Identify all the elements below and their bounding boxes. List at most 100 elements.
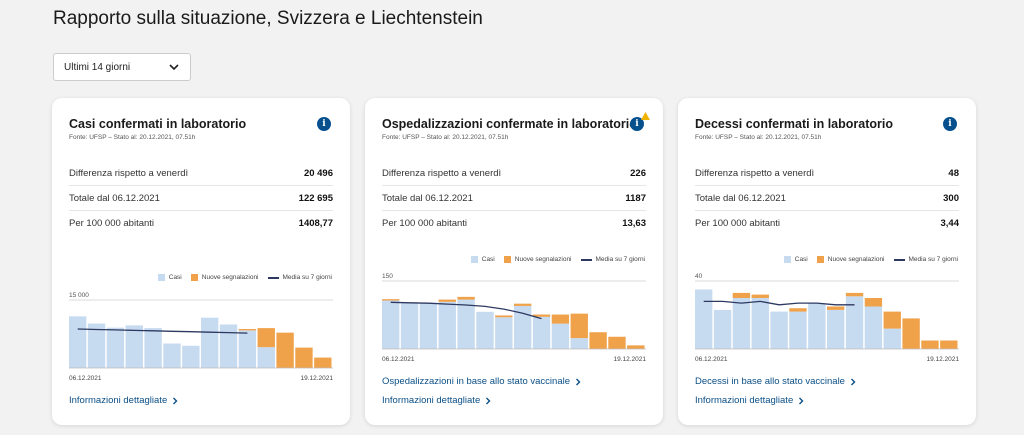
stat-row: Per 100 000 abitanti 1408,77 [69,211,333,236]
stat-label: Differenza rispetto a venerdì [695,167,815,179]
info-icon[interactable]: i [630,117,644,131]
detailed-info-link[interactable]: Informazioni dettagliate [69,395,179,406]
bar-new-reports [295,347,313,368]
stat-value: 48 [948,167,959,179]
legend-item-cases: Casi [157,274,182,281]
chevron-down-icon [169,64,179,71]
bar-cases [219,324,238,368]
bar-cases [382,300,400,349]
legend-swatch [190,274,198,281]
bar-cases [827,309,845,349]
bar-cases [476,311,494,349]
link-label: Ospedalizzazioni in base allo stato vacc… [382,376,570,387]
chart-svg: 150 06.12.2021 19.12.2021 [382,273,646,363]
bar-cases [845,296,864,349]
legend-swatch [580,258,592,261]
bar-cases [695,289,713,349]
legend-swatch [267,276,279,279]
bar-cases [106,327,125,368]
stat-value: 226 [630,167,646,179]
bar-new-reports [864,298,883,307]
stat-row: Differenza rispetto a venerdì 20 496 [69,161,333,186]
card-title: Ospedalizzazioni confermate in laborator… [382,117,637,131]
card-source: Fonte: UFSP – Stato al: 20.12.2021, 07.5… [695,134,822,141]
detailed-info-link[interactable]: Informazioni dettagliate [695,395,805,406]
chart: 40 06.12.2021 19.12.2021 [695,271,959,367]
vaccination-status-link[interactable]: Decessi in base allo stato vaccinale [695,376,857,387]
stat-label: Totale dal 06.12.2021 [69,192,160,204]
legend-item-avg: Media su 7 giorni [580,256,645,263]
card-source: Fonte: UFSP – Stato al: 20.12.2021, 07.5… [382,134,509,141]
bar-new-reports [827,306,845,310]
stat-value: 1408,77 [298,218,333,229]
bar-new-reports [589,332,607,349]
page-title: Rapporto sulla situazione, Svizzera e Li… [53,8,483,29]
stat-value: 122 695 [298,192,333,204]
legend-label: Casi [481,256,495,263]
bar-cases [257,347,275,368]
bar-cases [400,302,419,349]
chart-legend: Casi Nuove segnalazioni Media su 7 giorn… [470,256,645,263]
link-label: Informazioni dettagliate [69,395,168,406]
bar-new-reports [751,294,769,298]
bar-cases [495,317,513,349]
legend-item-new: Nuove segnalazioni [503,256,572,263]
stat-row: Per 100 000 abitanti 13,63 [382,211,646,236]
bar-cases [570,338,588,349]
bar-new-reports [276,332,294,368]
bar-cases [69,316,87,368]
legend-swatch [470,256,478,263]
period-select-value: Ultimi 14 giorni [64,61,131,73]
legend-label: Nuove segnalazioni [514,256,572,263]
stat-value: 1187 [625,192,646,204]
chart-legend: Casi Nuove segnalazioni Media su 7 giorn… [783,256,958,263]
stat-label: Differenza rispetto a venerdì [69,167,189,179]
card-title: Casi confermati in laboratorio [69,117,247,131]
bar-cases [732,298,751,349]
card-source: Fonte: UFSP – Stato al: 20.12.2021, 07.5… [69,134,196,141]
info-icon[interactable]: i [943,117,957,131]
chart-svg: 40 06.12.2021 19.12.2021 [695,273,959,363]
bar-cases [238,330,257,368]
bar-cases [808,303,826,349]
bar-cases [163,343,181,368]
bar-new-reports [732,292,751,298]
avg-line [390,301,542,320]
bar-cases [713,309,732,349]
info-icon[interactable]: i [317,117,331,131]
bar-cases [864,306,883,349]
y-max-label: 150 [382,273,393,280]
bar-cases [457,299,475,349]
legend-item-avg: Media su 7 giorni [893,256,958,263]
detailed-info-link[interactable]: Informazioni dettagliate [382,395,492,406]
x-end-label: 19.12.2021 [300,375,333,382]
bar-cases [551,323,570,349]
bar-new-reports [789,308,807,312]
legend-item-cases: Casi [783,256,808,263]
chevron-right-icon [799,397,804,404]
stats-list: Differenza rispetto a venerdì 226 Totale … [382,161,646,236]
bar-new-reports [457,296,475,300]
stat-row: Differenza rispetto a venerdì 226 [382,161,646,186]
vaccination-status-link[interactable]: Ospedalizzazioni in base allo stato vacc… [382,376,582,387]
bar-cases [514,305,532,349]
link-label: Informazioni dettagliate [382,395,481,406]
legend-swatch [783,256,791,263]
stat-row: Totale dal 06.12.2021 1187 [382,186,646,211]
bar-cases [87,323,106,368]
bar-cases [789,311,807,349]
legend-item-new: Nuove segnalazioni [816,256,885,263]
stat-row: Totale dal 06.12.2021 122 695 [69,186,333,211]
bar-new-reports [495,315,513,318]
chevron-right-icon [850,378,856,385]
legend-swatch [816,256,824,263]
period-select[interactable]: Ultimi 14 giorni [53,53,191,81]
x-end-label: 19.12.2021 [613,356,646,363]
stat-value: 300 [943,192,959,204]
bar-new-reports [570,313,588,339]
bar-cases [770,311,788,349]
bar-cases [144,328,162,368]
bar-cases [883,328,901,349]
x-start-label: 06.12.2021 [695,356,728,363]
chart-legend: Casi Nuove segnalazioni Media su 7 giorn… [157,274,332,281]
